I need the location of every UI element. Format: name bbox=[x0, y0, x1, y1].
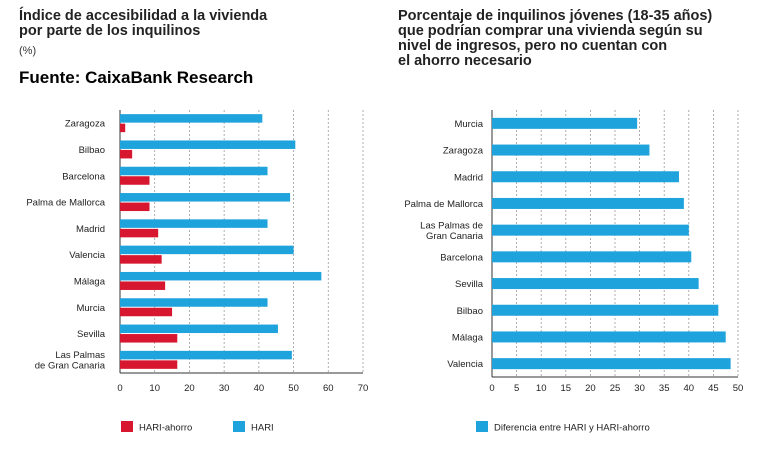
x-tick-label: 60 bbox=[323, 383, 334, 394]
x-tick-label: 20 bbox=[585, 383, 596, 394]
left-title-line-1: Índice de accesibilidad a la vivienda bbox=[19, 8, 268, 24]
x-tick-label: 0 bbox=[489, 383, 494, 394]
x-tick-label: 10 bbox=[536, 383, 547, 394]
x-tick-label: 15 bbox=[561, 383, 572, 394]
bar-diferencia bbox=[492, 358, 731, 370]
x-tick-label: 30 bbox=[219, 383, 230, 394]
category-label: Valencia bbox=[69, 250, 105, 261]
bar-diferencia bbox=[492, 171, 679, 183]
category-label: Bilbao bbox=[79, 145, 105, 156]
legend-label: HARI bbox=[251, 423, 274, 434]
category-label: Valencia bbox=[447, 359, 483, 370]
bar-hari bbox=[120, 271, 322, 281]
x-tick-label: 20 bbox=[184, 383, 195, 394]
bar-hari-ahorro bbox=[120, 123, 126, 133]
left-title-line-2: por parte de los inquilinos bbox=[19, 23, 201, 39]
bar-diferencia bbox=[492, 117, 638, 129]
bar-hari bbox=[120, 114, 263, 123]
category-label: Zaragoza bbox=[65, 119, 106, 130]
bar-hari-ahorro bbox=[120, 307, 173, 317]
right-title-line-3: nivel de ingresos, pero no cuentan con bbox=[398, 38, 668, 54]
x-tick-label: 70 bbox=[358, 383, 369, 394]
x-tick-label: 30 bbox=[634, 383, 645, 394]
bar-hari bbox=[120, 193, 291, 202]
right-title-line-1: Porcentaje de inquilinos jóvenes (18-35 … bbox=[398, 8, 713, 24]
category-label: Málaga bbox=[452, 332, 484, 343]
x-tick-label: 0 bbox=[117, 383, 122, 394]
left-chart-unit: (%) bbox=[19, 45, 37, 57]
bar-hari-ahorro bbox=[120, 255, 162, 264]
bar-hari-ahorro bbox=[120, 228, 159, 238]
x-tick-label: 50 bbox=[733, 383, 744, 394]
x-tick-label: 40 bbox=[684, 383, 695, 394]
category-label: de Gran Canaria bbox=[35, 361, 106, 372]
legend-label: HARI-ahorro bbox=[139, 423, 192, 434]
bar-diferencia bbox=[492, 304, 719, 316]
bar-diferencia bbox=[492, 224, 689, 236]
legend-swatch bbox=[476, 421, 488, 432]
category-label: Sevilla bbox=[77, 329, 106, 340]
bar-hari bbox=[120, 298, 268, 307]
category-label: Madrid bbox=[76, 224, 105, 235]
right-title-line-2: que podrían comprar una vivienda según s… bbox=[398, 23, 703, 39]
legend-swatch bbox=[233, 421, 245, 432]
category-label: Las Palmas bbox=[55, 350, 105, 361]
bar-hari-ahorro bbox=[120, 360, 178, 369]
category-label: Bilbao bbox=[457, 306, 483, 317]
bar-diferencia bbox=[492, 197, 684, 209]
category-label: Barcelona bbox=[62, 171, 105, 182]
bar-diferencia bbox=[492, 251, 692, 263]
category-label: Zaragoza bbox=[443, 146, 484, 157]
x-tick-label: 35 bbox=[659, 383, 670, 394]
right-chart-title: Porcentaje de inquilinos jóvenes (18-35 … bbox=[398, 9, 758, 69]
bar-hari bbox=[120, 166, 268, 176]
x-tick-label: 5 bbox=[514, 383, 519, 394]
category-label: Madrid bbox=[454, 172, 483, 183]
bar-diferencia bbox=[492, 144, 650, 156]
bar-hari-ahorro bbox=[120, 176, 150, 185]
x-tick-label: 40 bbox=[254, 383, 265, 394]
legend-swatch bbox=[121, 421, 133, 432]
bar-hari-ahorro bbox=[120, 281, 166, 290]
category-label: Gran Canaria bbox=[426, 231, 484, 242]
bar-hari-ahorro bbox=[120, 202, 150, 212]
category-label: Palma de Mallorca bbox=[26, 198, 105, 209]
category-label: Las Palmas de bbox=[420, 220, 483, 231]
category-label: Málaga bbox=[74, 276, 106, 287]
category-label: Murcia bbox=[76, 303, 105, 314]
category-label: Palma de Mallorca bbox=[404, 199, 483, 210]
bar-hari bbox=[120, 219, 268, 228]
bar-hari bbox=[120, 245, 294, 255]
x-tick-label: 25 bbox=[610, 383, 621, 394]
bar-hari-ahorro bbox=[120, 334, 178, 343]
left-bar-chart: 0 10 20 30 40 50 60 70 Zaragoza Bilbao Barcelona Pa… bbox=[26, 110, 368, 434]
category-label: Murcia bbox=[454, 119, 483, 130]
bar-hari bbox=[120, 140, 296, 149]
bar-hari bbox=[120, 350, 292, 360]
left-chart-title: Índice de accesibilidad a la vivienda po… bbox=[19, 9, 319, 39]
x-tick-label: 50 bbox=[288, 383, 299, 394]
x-tick-label: 10 bbox=[149, 383, 160, 394]
bar-diferencia bbox=[492, 331, 726, 343]
right-title-line-4: el ahorro necesario bbox=[398, 53, 532, 69]
bar-hari bbox=[120, 324, 278, 334]
bar-diferencia bbox=[492, 278, 699, 290]
source-note: Fuente: CaixaBank Research bbox=[19, 68, 254, 87]
legend-label: Diferencia entre HARI y HARI-ahorro bbox=[494, 423, 650, 434]
right-bar-chart: 0 5 10 15 20 25 30 35 40 45 50 Murcia Zaragoza Madrid… bbox=[404, 110, 743, 434]
x-tick-label: 45 bbox=[708, 383, 719, 394]
bar-hari-ahorro bbox=[120, 149, 133, 159]
category-label: Sevilla bbox=[455, 279, 484, 290]
category-label: Barcelona bbox=[440, 252, 483, 263]
